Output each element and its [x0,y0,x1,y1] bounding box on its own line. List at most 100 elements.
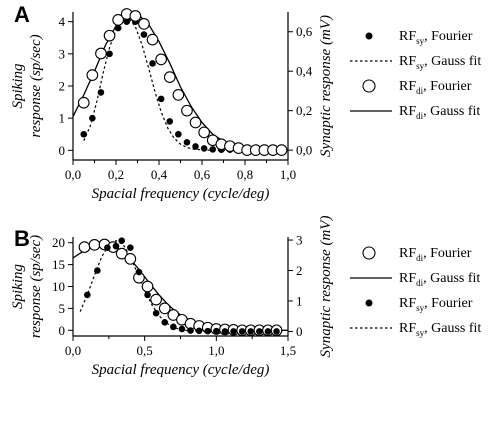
data-point-filled [84,291,91,299]
data-point-filled [195,327,203,335]
legend-entry: RFsy, Gauss fit [399,54,481,71]
x-tick-label: 0,5 [137,343,153,358]
x-tick-label: 0,4 [151,167,168,182]
y-left-tick-label: 15 [52,257,65,272]
y-left-tick-label: 2 [59,79,66,94]
data-point-open [138,17,150,30]
legend-entry-name: RF [399,54,416,69]
data-point-filled [104,244,111,251]
data-point-filled [123,18,131,25]
data-point-filled [157,95,165,103]
legend-entry-subscript: sy [416,61,425,71]
y-left-label-line2: response (sp/sec) [28,34,44,137]
data-point-filled [97,89,105,96]
y-left-tick-label: 3 [59,46,66,61]
legend-entry-name: RF [399,321,416,336]
y-left-label-line2: response (sp/sec) [28,235,44,338]
legend-entry-name: RF [399,29,416,44]
data-point-open [155,53,167,66]
x-tick-label: 0,0 [65,343,81,358]
legend-entry-subscript: di [416,278,424,288]
y-left-tick-label: 1 [59,111,66,126]
data-point-open [129,10,142,22]
data-point-open [115,247,128,260]
y-right-tick-label: 1 [296,293,303,308]
data-point-filled [135,268,143,276]
x-tick-label: 0,2 [108,167,124,182]
data-point-open [124,253,137,265]
legend-entry-subscript: di [416,86,424,96]
legend-entry-name: RF [399,79,416,94]
data-point-filled [140,31,148,38]
data-point-filled [149,60,156,67]
legend-entry-suffix: , Fourier [424,29,473,44]
data-point-filled [247,328,255,335]
legend-entry-subscript: di [416,253,424,263]
legend-entry-subscript: sy [416,328,425,338]
data-point-filled [112,242,120,250]
legend-entry-name: RF [399,246,416,261]
y-right-tick-label: 3 [296,233,303,248]
data-point-open [78,241,91,253]
x-tick-label: 0,8 [237,167,253,182]
legend-entry-name: RF [399,271,416,286]
y-left-tick-label: 0 [59,143,66,158]
data-point-filled [178,325,186,333]
data-point-filled [94,267,101,274]
legend-entry-subscript: sy [416,303,425,313]
legend-entry: RFdi, Gauss fit [399,104,480,121]
data-point-open [150,293,162,306]
data-point-filled [192,143,199,150]
data-point-open [181,104,193,117]
data-point-filled [127,244,134,251]
y-right-tick-label: 0 [296,324,303,339]
x-tick-label: 0,6 [194,167,211,182]
data-point-open [95,47,107,60]
data-point-filled [106,50,113,58]
legend-entry: RFsy, Fourier [399,296,473,313]
data-point-filled [187,327,194,334]
legend-entry: RFdi, Gauss fit [399,271,480,288]
data-point-open [141,280,154,293]
legend-entry: RFdi, Fourier [399,246,472,263]
x-tick-label: 1,0 [208,343,224,358]
x-axis-label: Spacial frequency (cycle/deg) [92,186,270,202]
data-point-open [86,69,99,81]
data-point-open [275,144,288,156]
data-point-filled [152,309,160,317]
legend-entry-suffix: , Gauss fit [423,104,480,119]
legend-entry: RFsy, Gauss fit [399,321,481,338]
data-point-open [198,126,210,139]
x-tick-label: 1,0 [280,167,296,182]
legend-entry-suffix: , Gauss fit [424,54,481,69]
y-left-tick-label: 5 [59,301,66,316]
data-point-filled [204,327,212,335]
data-point-open [103,29,116,42]
x-tick-label: 1,5 [280,343,296,358]
data-point-filled [209,146,217,153]
legend-entry-name: RF [399,296,416,311]
y-right-tick-label: 0,6 [296,24,313,39]
data-point-filled [183,139,191,146]
data-point-filled [213,327,220,335]
legend-marker-open [362,246,376,260]
legend-entry-suffix: , Fourier [423,246,472,261]
y-left-tick-label: 20 [52,235,65,250]
data-point-filled [170,323,177,331]
legend-entry-suffix: , Fourier [423,79,472,94]
legend-entry-name: RF [399,104,416,119]
data-point-filled [144,291,151,299]
legend-entry-subscript: di [416,111,424,121]
legend-entry-suffix: , Gauss fit [424,321,481,336]
legend-entry: RFdi, Fourier [399,79,472,96]
legend-entry-subscript: sy [416,36,425,46]
y-right-tick-label: 0,2 [296,103,312,118]
y-left-tick-label: 4 [59,14,66,29]
legend-marker-filled [365,299,373,307]
data-point-open [146,33,159,46]
legend-entry-suffix: , Gauss fit [423,271,480,286]
data-point-open [172,89,185,101]
